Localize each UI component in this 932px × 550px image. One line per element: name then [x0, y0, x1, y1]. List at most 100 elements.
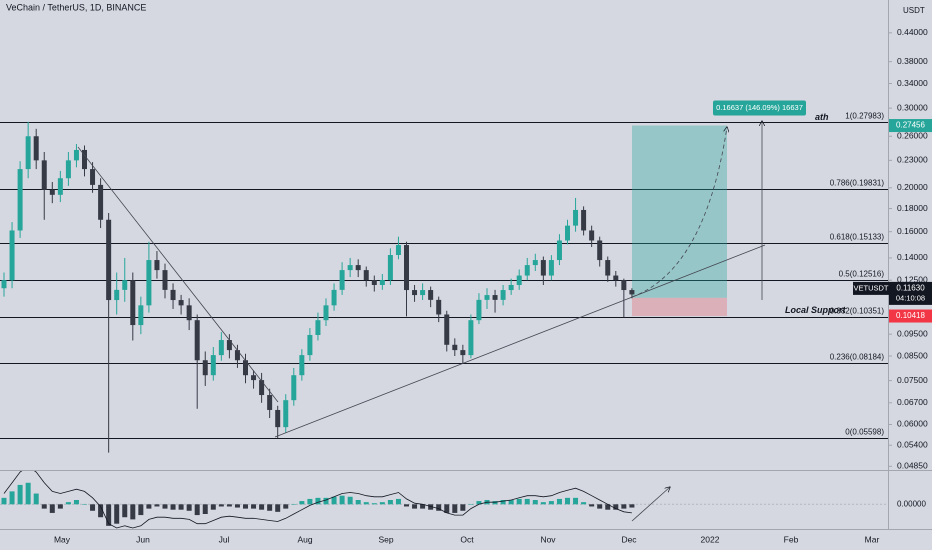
macd-histogram-bar	[452, 504, 458, 513]
candle-body	[17, 169, 23, 231]
last-price-label: 0.11630	[896, 284, 925, 293]
macd-histogram-bar	[629, 504, 635, 508]
candle-body	[170, 289, 176, 301]
candle-body	[33, 136, 39, 161]
drawings	[77, 121, 766, 438]
macd-histogram-bar	[243, 504, 248, 509]
candle-body	[283, 400, 289, 428]
macd-histogram-bar	[428, 504, 434, 510]
y-tick-label: 0.04850	[897, 461, 928, 471]
macd-histogram-bar	[25, 482, 31, 505]
macd-histogram-bar	[122, 504, 128, 518]
macd-histogram-bar	[387, 500, 393, 505]
candle-body	[234, 350, 240, 361]
candle-body	[420, 290, 426, 296]
candle-body	[65, 160, 71, 179]
macd-histogram-bar	[492, 501, 498, 505]
countdown: 04:10:08	[896, 293, 925, 302]
position-target	[632, 125, 727, 298]
macd-histogram-bar	[210, 504, 216, 510]
macd-histogram-bar	[146, 504, 152, 509]
macd-histogram-bar	[299, 501, 305, 505]
y-tick-label: 0.06700	[897, 397, 928, 407]
macd-histogram-bar	[194, 504, 200, 516]
candle-body	[210, 355, 216, 376]
macd-histogram-bar	[33, 493, 39, 505]
macd-histogram-bar	[420, 504, 426, 509]
chart-title: VeChain / TetherUS, 1D, BINANCE	[6, 2, 146, 12]
candle-body	[548, 260, 554, 276]
target-tag	[889, 119, 932, 133]
candle-body	[98, 184, 104, 220]
macd-histogram-bar	[613, 504, 619, 510]
candle-body	[307, 334, 313, 356]
macd-histogram-bar	[178, 504, 184, 510]
y-tick-label: 0.23000	[897, 155, 928, 165]
candle-body	[90, 169, 96, 185]
candle-body	[500, 290, 506, 300]
macd-histogram-bar	[581, 502, 587, 505]
macd-histogram-bar	[307, 498, 313, 505]
candle-body	[251, 375, 257, 381]
candle-body	[218, 340, 224, 356]
candle-body	[323, 305, 329, 321]
macd-histogram-bar	[234, 504, 240, 508]
candle-body	[629, 290, 635, 295]
fib-label: 0.5(0.12516)	[839, 270, 885, 279]
candle-body	[57, 178, 63, 195]
macd-histogram-bar	[1, 497, 7, 505]
symbol-label: VETUSDT	[853, 283, 888, 292]
projection-curve	[631, 127, 727, 298]
candle-body	[178, 300, 184, 306]
macd-histogram-bar	[565, 497, 570, 505]
candle-body	[259, 380, 265, 396]
position-label: 0.16637 (146.09%) 16637	[716, 103, 803, 112]
candle-body	[428, 290, 434, 300]
x-tick-label: May	[54, 534, 71, 544]
candle-body	[532, 260, 538, 266]
macd-histogram-bar	[404, 504, 409, 507]
candle-body	[25, 136, 31, 170]
macd-histogram-bar	[49, 504, 55, 513]
candle-body	[468, 320, 474, 356]
candle-body	[194, 320, 200, 361]
macd-histogram-bar	[597, 504, 603, 509]
macd-histogram-bar	[130, 504, 136, 520]
stop-tag-label: 0.10418	[896, 311, 925, 320]
macd-histogram-bar	[573, 497, 579, 505]
candle-body	[243, 360, 248, 376]
macd-histogram-bar	[65, 502, 71, 505]
macd-histogram-bar	[283, 504, 289, 509]
x-tick-label: Nov	[540, 534, 556, 544]
macd-histogram-bar	[444, 504, 450, 513]
position-label-box	[713, 100, 806, 116]
candle-body	[484, 295, 490, 300]
macd-histogram-bar	[106, 504, 112, 526]
macd-histogram-bar	[90, 504, 96, 511]
x-tick-label: 2022	[701, 534, 720, 544]
macd-histogram-bar	[355, 500, 361, 505]
y-tick-label: 0.16000	[897, 226, 928, 236]
macd-histogram-bar	[82, 504, 87, 505]
position-stop	[632, 297, 727, 317]
macd-histogram-bar	[57, 504, 63, 509]
candle-body	[355, 265, 361, 271]
candle-body	[339, 270, 345, 290]
candle-body	[363, 270, 369, 281]
y-tick-label: 0.05400	[897, 439, 928, 449]
last-price-box	[889, 281, 932, 305]
fib-label: 0.786(0.19831)	[830, 179, 885, 188]
candle-body	[291, 375, 297, 401]
macd-histogram-bar	[524, 498, 530, 505]
macd-histogram-bar	[226, 504, 232, 507]
candle-body	[122, 280, 128, 290]
main-pane: 1(0.27983) 0.786(0.19831) 0.618(0.15133) 0.…	[0, 112, 888, 453]
candle-body	[436, 299, 442, 315]
macd-histogram-bar	[41, 504, 47, 509]
trendline	[274, 244, 766, 438]
candle-body	[162, 270, 168, 290]
candle-body	[347, 265, 353, 271]
macd-histogram-bar	[540, 502, 546, 505]
